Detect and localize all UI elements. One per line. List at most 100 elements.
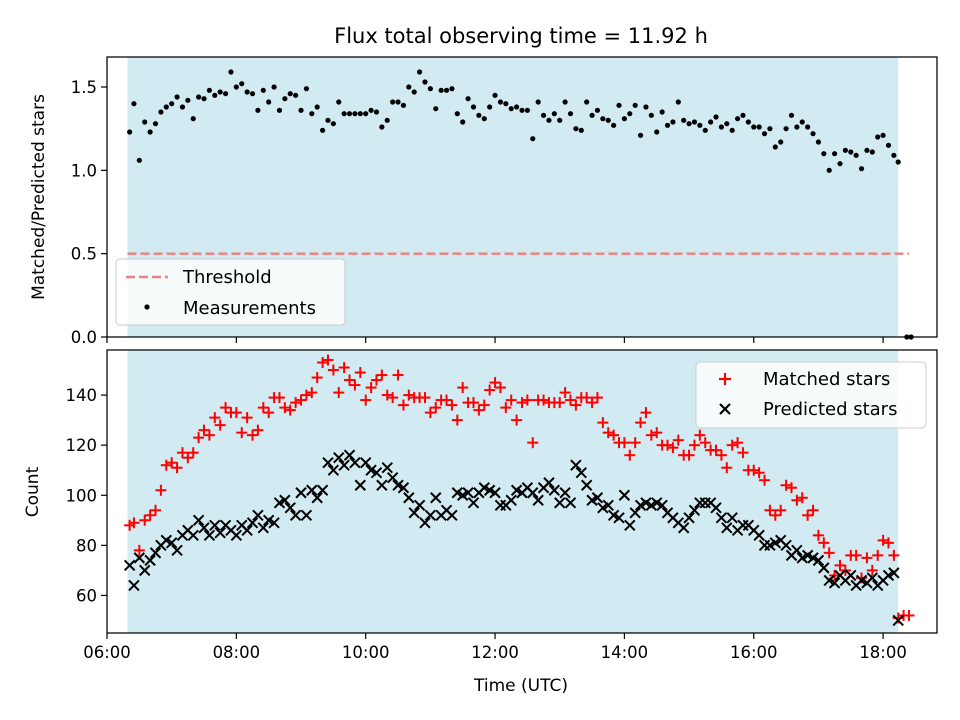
measurement-point <box>740 112 746 118</box>
top-y-axis-label: Matched/Predicted stars <box>29 94 49 300</box>
matched-star-point <box>376 369 388 381</box>
measurement-point <box>567 111 574 117</box>
y-tick-label: 60 <box>76 586 97 605</box>
matched-star-point <box>866 564 878 576</box>
measurement-point <box>363 111 369 117</box>
measurement-point <box>659 109 665 115</box>
measurement-point <box>249 91 256 97</box>
measurement-point <box>627 111 633 117</box>
matched-star-point <box>381 389 393 401</box>
matched-star-point <box>247 429 259 441</box>
matched-star-point <box>829 569 841 581</box>
predicted-star-point <box>688 504 701 516</box>
measurements-legend-label: Measurements <box>183 298 316 319</box>
matched-star-point <box>629 437 641 449</box>
measurement-point <box>691 119 698 125</box>
top-panel-frame <box>106 56 938 338</box>
x-tick-label: 10:00 <box>342 643 390 662</box>
matched-star-point <box>441 394 453 406</box>
measurement-point <box>895 159 901 165</box>
measurement-point <box>400 102 407 108</box>
predicted-star-point <box>257 522 270 534</box>
matched-star-point <box>748 464 760 476</box>
matched-star-point <box>484 384 496 396</box>
measurement-point <box>686 121 692 127</box>
predicted-star-point <box>295 487 307 499</box>
x-tick-label: 16:00 <box>730 643 778 662</box>
chart-title: Flux total observing time = 11.92 h <box>334 24 708 48</box>
matched-star-point <box>597 417 609 429</box>
matched-star-point <box>608 429 620 441</box>
matched-star-point <box>171 462 183 474</box>
measurement-point <box>708 119 714 125</box>
matched-star-point <box>489 377 501 389</box>
measurement-point <box>158 109 164 115</box>
measurement-point <box>152 121 159 127</box>
measurement-point <box>557 117 563 123</box>
measurement-point <box>637 132 644 138</box>
measurement-point <box>751 124 757 130</box>
matched-star-point <box>419 392 431 404</box>
top-panel-marks <box>127 69 914 340</box>
measurement-point <box>217 89 223 95</box>
matched-star-point <box>133 544 145 556</box>
x-tick-label: 14:00 <box>601 643 649 662</box>
predicted-star-point <box>554 497 566 509</box>
measurement-point <box>336 99 342 105</box>
predicted-star-point <box>505 494 517 506</box>
matched-star-point <box>850 549 862 561</box>
matched-star-point <box>473 404 485 416</box>
matched-star-point <box>785 482 797 494</box>
matched-star-point <box>150 504 162 516</box>
measurement-point <box>303 86 310 92</box>
predicted-star-point <box>559 487 571 499</box>
bottom-panel-marks <box>123 354 915 627</box>
predicted-star-point <box>311 492 323 504</box>
measurement-point <box>600 116 606 122</box>
predicted-star-point <box>602 499 614 511</box>
matched-star-point <box>182 452 194 464</box>
measurement-point <box>476 112 482 118</box>
bottom-panel: 60 80 100 120 140 06:00 08:00 10:00 12:00 14:00 1… <box>23 349 938 696</box>
predicted-star-point <box>322 456 334 469</box>
measurement-point <box>136 157 142 163</box>
predicted-star-point <box>268 517 280 529</box>
measurement-point <box>713 114 719 120</box>
measurements-legend-swatch <box>144 304 150 310</box>
measurement-point <box>611 122 617 128</box>
predicted-star-point <box>543 477 555 489</box>
measurement-point <box>276 107 283 113</box>
predicted-star-point <box>343 449 356 461</box>
matched-star-point <box>327 364 339 376</box>
measurement-point <box>589 112 595 118</box>
matched-star-point <box>273 392 285 404</box>
matched-star-point <box>651 427 663 439</box>
matched-star-point <box>602 427 614 439</box>
matched-star-point <box>683 449 695 461</box>
predicted-star-point <box>710 502 722 514</box>
predicted-star-point <box>888 567 900 579</box>
matched-star-point <box>338 362 350 374</box>
matched-star-point <box>230 407 242 419</box>
top-legend-box <box>115 258 346 326</box>
measurement-point <box>449 86 455 92</box>
predicted-star-point <box>715 512 728 524</box>
predicted-star-point <box>359 456 372 469</box>
bottom-panel-frame <box>106 349 938 634</box>
matched-star-point <box>516 397 528 409</box>
measurement-point <box>584 99 590 105</box>
y-tick-label: 120 <box>66 436 98 455</box>
measurement-point <box>514 104 520 110</box>
predicted-star-point <box>446 509 458 521</box>
measurement-point <box>616 102 622 108</box>
predicted-star-point <box>462 487 474 499</box>
measurement-point <box>142 119 148 125</box>
measurement-point <box>524 107 530 113</box>
measurement-point <box>675 99 681 105</box>
matched-star-point <box>807 504 819 516</box>
measurement-point <box>460 119 466 125</box>
matched-star-point <box>214 419 226 431</box>
matched-star-point <box>424 407 436 419</box>
predicted-star-point <box>613 512 625 524</box>
bottom-legend: Matched stars Predicted stars <box>695 361 927 429</box>
